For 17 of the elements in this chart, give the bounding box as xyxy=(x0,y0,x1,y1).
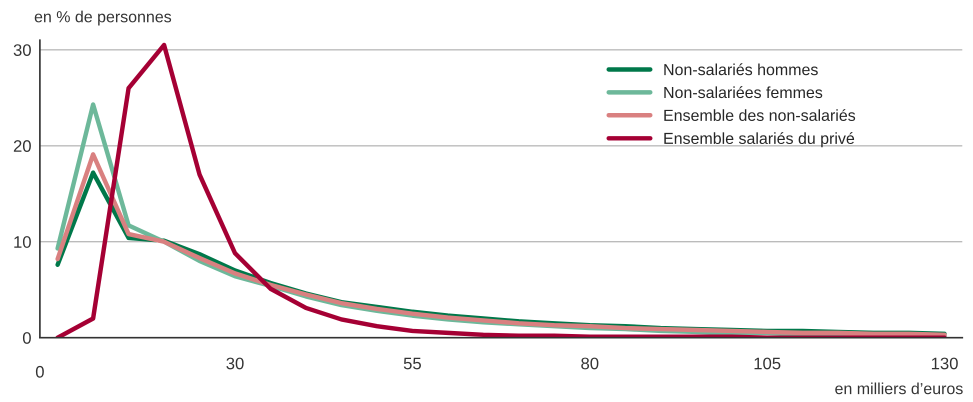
y-axis-title: en % de personnes xyxy=(34,10,172,26)
legend-label: Non-salariés hommes xyxy=(664,63,818,76)
legend-label: Non-salariées femmes xyxy=(664,86,822,98)
x-tick-label: 30 xyxy=(226,358,244,370)
legend-label: Ensemble des non-salariés xyxy=(664,109,856,121)
x-tick-label: 55 xyxy=(404,358,421,370)
y-tick-label: 10 xyxy=(14,236,31,248)
x-axis-title: en milliers d’euros xyxy=(835,382,963,394)
x-tick-label: 130 xyxy=(932,358,958,370)
x-tick-label: 105 xyxy=(754,358,780,370)
x-tick-label: 80 xyxy=(581,358,598,370)
line-series xyxy=(55,42,947,338)
legend-label: Ensemble salariés du privé xyxy=(664,132,854,148)
y-tick-label: 30 xyxy=(14,44,31,56)
text: 0 xyxy=(36,366,44,378)
y-tick-label: 20 xyxy=(14,140,31,152)
y-tick-label: 0 xyxy=(22,332,31,344)
